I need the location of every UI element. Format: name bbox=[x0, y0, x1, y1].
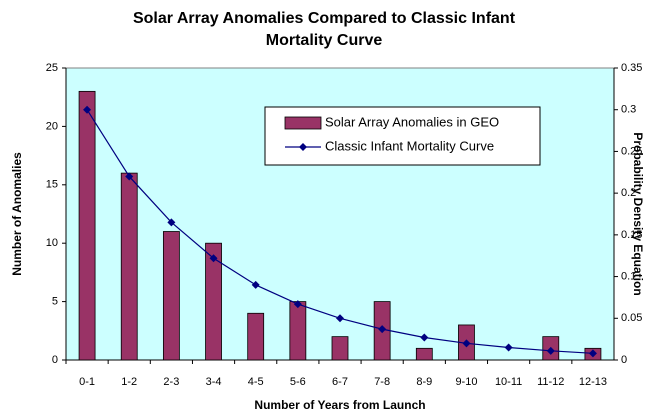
marker bbox=[546, 346, 555, 355]
y2-tick-label: 0.2 bbox=[621, 187, 636, 199]
marker bbox=[293, 300, 302, 309]
y2-axis-label: Probability Density Equation bbox=[631, 132, 645, 295]
y-axis-label: Number of Anomalies bbox=[10, 152, 24, 276]
x-tick-label: 4-5 bbox=[248, 376, 264, 388]
x-tick-label: 2-3 bbox=[163, 376, 179, 388]
y2-tick-label: 0 bbox=[621, 354, 627, 366]
x-tick-label: 9-10 bbox=[455, 376, 477, 388]
y2-tick-label: 0.25 bbox=[621, 145, 642, 157]
bar bbox=[205, 242, 222, 361]
x-tick-label: 7-8 bbox=[374, 376, 390, 388]
y-tick-label: 15 bbox=[46, 179, 58, 191]
marker bbox=[378, 325, 387, 334]
marker bbox=[420, 333, 429, 342]
x-tick-label: 3-4 bbox=[206, 376, 222, 388]
y2-tick-label: 0.1 bbox=[621, 270, 636, 282]
marker bbox=[83, 105, 92, 114]
bar bbox=[162, 231, 180, 361]
chart-title: Solar Array Anomalies Compared to Classi… bbox=[132, 10, 516, 49]
y2-tick-label: 0.35 bbox=[621, 62, 642, 74]
bar bbox=[78, 90, 96, 361]
marker bbox=[504, 343, 513, 352]
x-tick-label: 11-12 bbox=[537, 376, 564, 388]
x-tick-label: 8-9 bbox=[416, 376, 432, 388]
marker bbox=[462, 339, 471, 348]
y2-tick-label: 0.3 bbox=[621, 104, 636, 116]
bar bbox=[415, 347, 433, 361]
legend-label: Classic Infant Mortality Curve bbox=[325, 138, 494, 153]
x-tick-label: 5-6 bbox=[290, 376, 306, 388]
y-tick-label: 25 bbox=[46, 62, 58, 74]
bar bbox=[289, 301, 307, 361]
bar bbox=[120, 172, 138, 361]
marker bbox=[167, 218, 176, 227]
x-tick-label: 0-1 bbox=[79, 376, 95, 388]
y-tick-label: 20 bbox=[46, 120, 58, 132]
x-axis-label: Number of Years from Launch bbox=[254, 398, 425, 412]
y-tick-label: 10 bbox=[46, 237, 58, 249]
y-tick-label: 5 bbox=[52, 296, 58, 308]
marker bbox=[251, 280, 260, 289]
bar bbox=[247, 312, 265, 361]
marker bbox=[209, 254, 218, 263]
bar bbox=[331, 336, 349, 361]
x-tick-label: 6-7 bbox=[332, 376, 348, 388]
x-tick-label: 10-11 bbox=[495, 376, 522, 388]
marker bbox=[125, 172, 134, 181]
y2-tick-label: 0.15 bbox=[621, 229, 642, 241]
legend-swatch bbox=[284, 116, 322, 130]
marker bbox=[336, 314, 344, 323]
y2-tick-label: 0.05 bbox=[621, 312, 642, 324]
x-tick-label: 1-2 bbox=[121, 376, 137, 388]
marker bbox=[588, 349, 597, 358]
y-tick-label: 0 bbox=[52, 354, 58, 366]
x-tick-label: 12-13 bbox=[579, 376, 607, 388]
legend-label: Solar Array Anomalies in GEO bbox=[325, 114, 499, 129]
legend-marker bbox=[299, 143, 307, 151]
